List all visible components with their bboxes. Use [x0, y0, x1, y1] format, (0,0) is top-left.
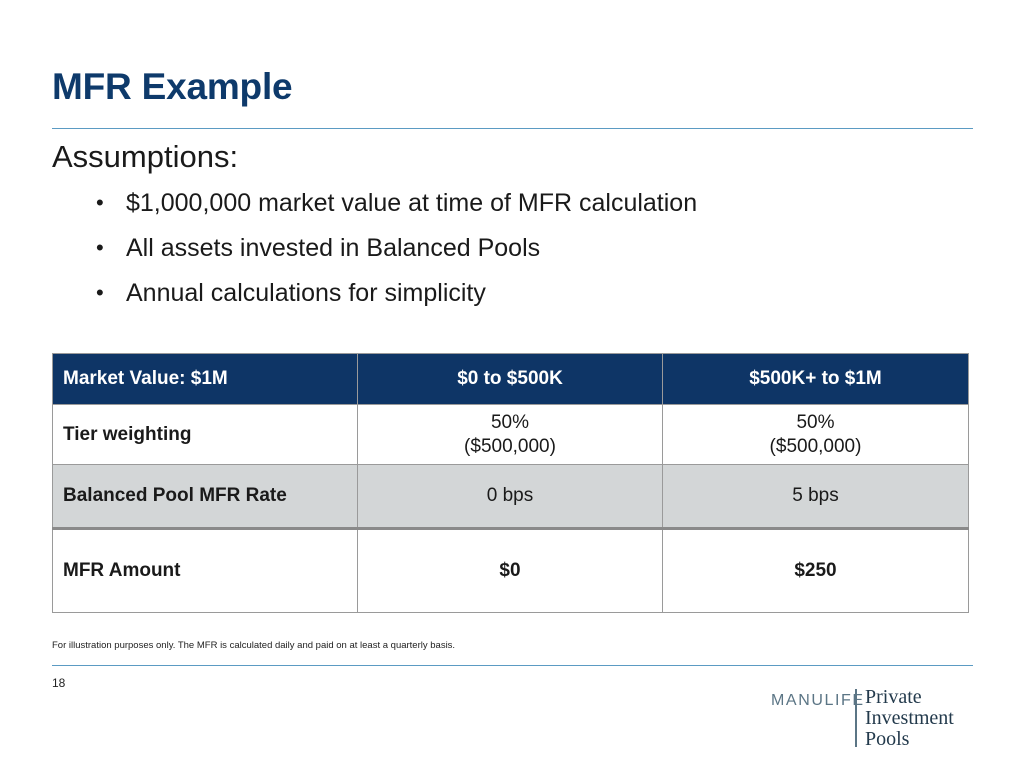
list-item: • $1,000,000 market value at time of MFR… — [96, 185, 697, 230]
bullet-text: Annual calculations for simplicity — [126, 279, 486, 307]
footnote: For illustration purposes only. The MFR … — [52, 640, 456, 651]
footer-divider — [52, 665, 973, 666]
assumptions-heading: Assumptions: — [52, 139, 239, 174]
mfr-table: Market Value: $1M $0 to $500K $500K+ to … — [52, 353, 969, 613]
bullet-icon: • — [96, 235, 104, 260]
logo-brand: MANULIFE — [771, 692, 865, 709]
title-divider — [52, 128, 973, 129]
list-item: • Annual calculations for simplicity — [96, 275, 697, 320]
cell-amount: ($500,000) — [769, 435, 862, 457]
row-label-tier-weighting: Tier weighting — [52, 404, 358, 465]
bullet-text: All assets invested in Balanced Pools — [126, 234, 541, 262]
cell-tier-1-rate: 0 bps — [357, 464, 663, 529]
cell-percent: 50% — [490, 411, 530, 433]
cell-tier-1-amount: $0 — [357, 528, 663, 613]
header-tier-2: $500K+ to $1M — [662, 353, 969, 405]
manulife-private-investment-pools-logo: MANULIFE Private Investment Pools — [771, 687, 981, 751]
table-row: MFR Amount $0 $250 — [52, 528, 969, 613]
bullet-icon: • — [96, 190, 104, 215]
cell-tier-2-amount: $250 — [662, 528, 969, 613]
cell-tier-2-weighting: 50% ($500,000) — [662, 404, 969, 465]
row-label-mfr-rate: Balanced Pool MFR Rate — [52, 464, 358, 529]
table-row: Tier weighting 50% ($500,000) 50% ($500,… — [52, 404, 969, 465]
cell-percent: 50% — [796, 411, 835, 433]
logo-line-1: Private — [865, 686, 922, 708]
slide-title: MFR Example — [52, 66, 293, 107]
table-header-row: Market Value: $1M $0 to $500K $500K+ to … — [52, 353, 969, 405]
logo-line-2: Investment — [865, 707, 954, 729]
table-row: Balanced Pool MFR Rate 0 bps 5 bps — [52, 464, 969, 529]
bullet-text: $1,000,000 market value at time of MFR c… — [126, 189, 698, 217]
cell-tier-1-weighting: 50% ($500,000) — [357, 404, 663, 465]
assumptions-list: • $1,000,000 market value at time of MFR… — [96, 185, 697, 320]
bullet-icon: • — [96, 280, 104, 305]
list-item: • All assets invested in Balanced Pools — [96, 230, 697, 275]
cell-tier-2-rate: 5 bps — [662, 464, 969, 529]
page-number: 18 — [52, 676, 66, 690]
logo-divider — [855, 689, 857, 747]
row-label-mfr-amount: MFR Amount — [52, 528, 358, 613]
cell-amount: ($500,000) — [464, 435, 556, 457]
header-tier-1: $0 to $500K — [357, 353, 663, 405]
logo-line-3: Pools — [865, 728, 910, 750]
header-market-value: Market Value: $1M — [52, 353, 358, 405]
